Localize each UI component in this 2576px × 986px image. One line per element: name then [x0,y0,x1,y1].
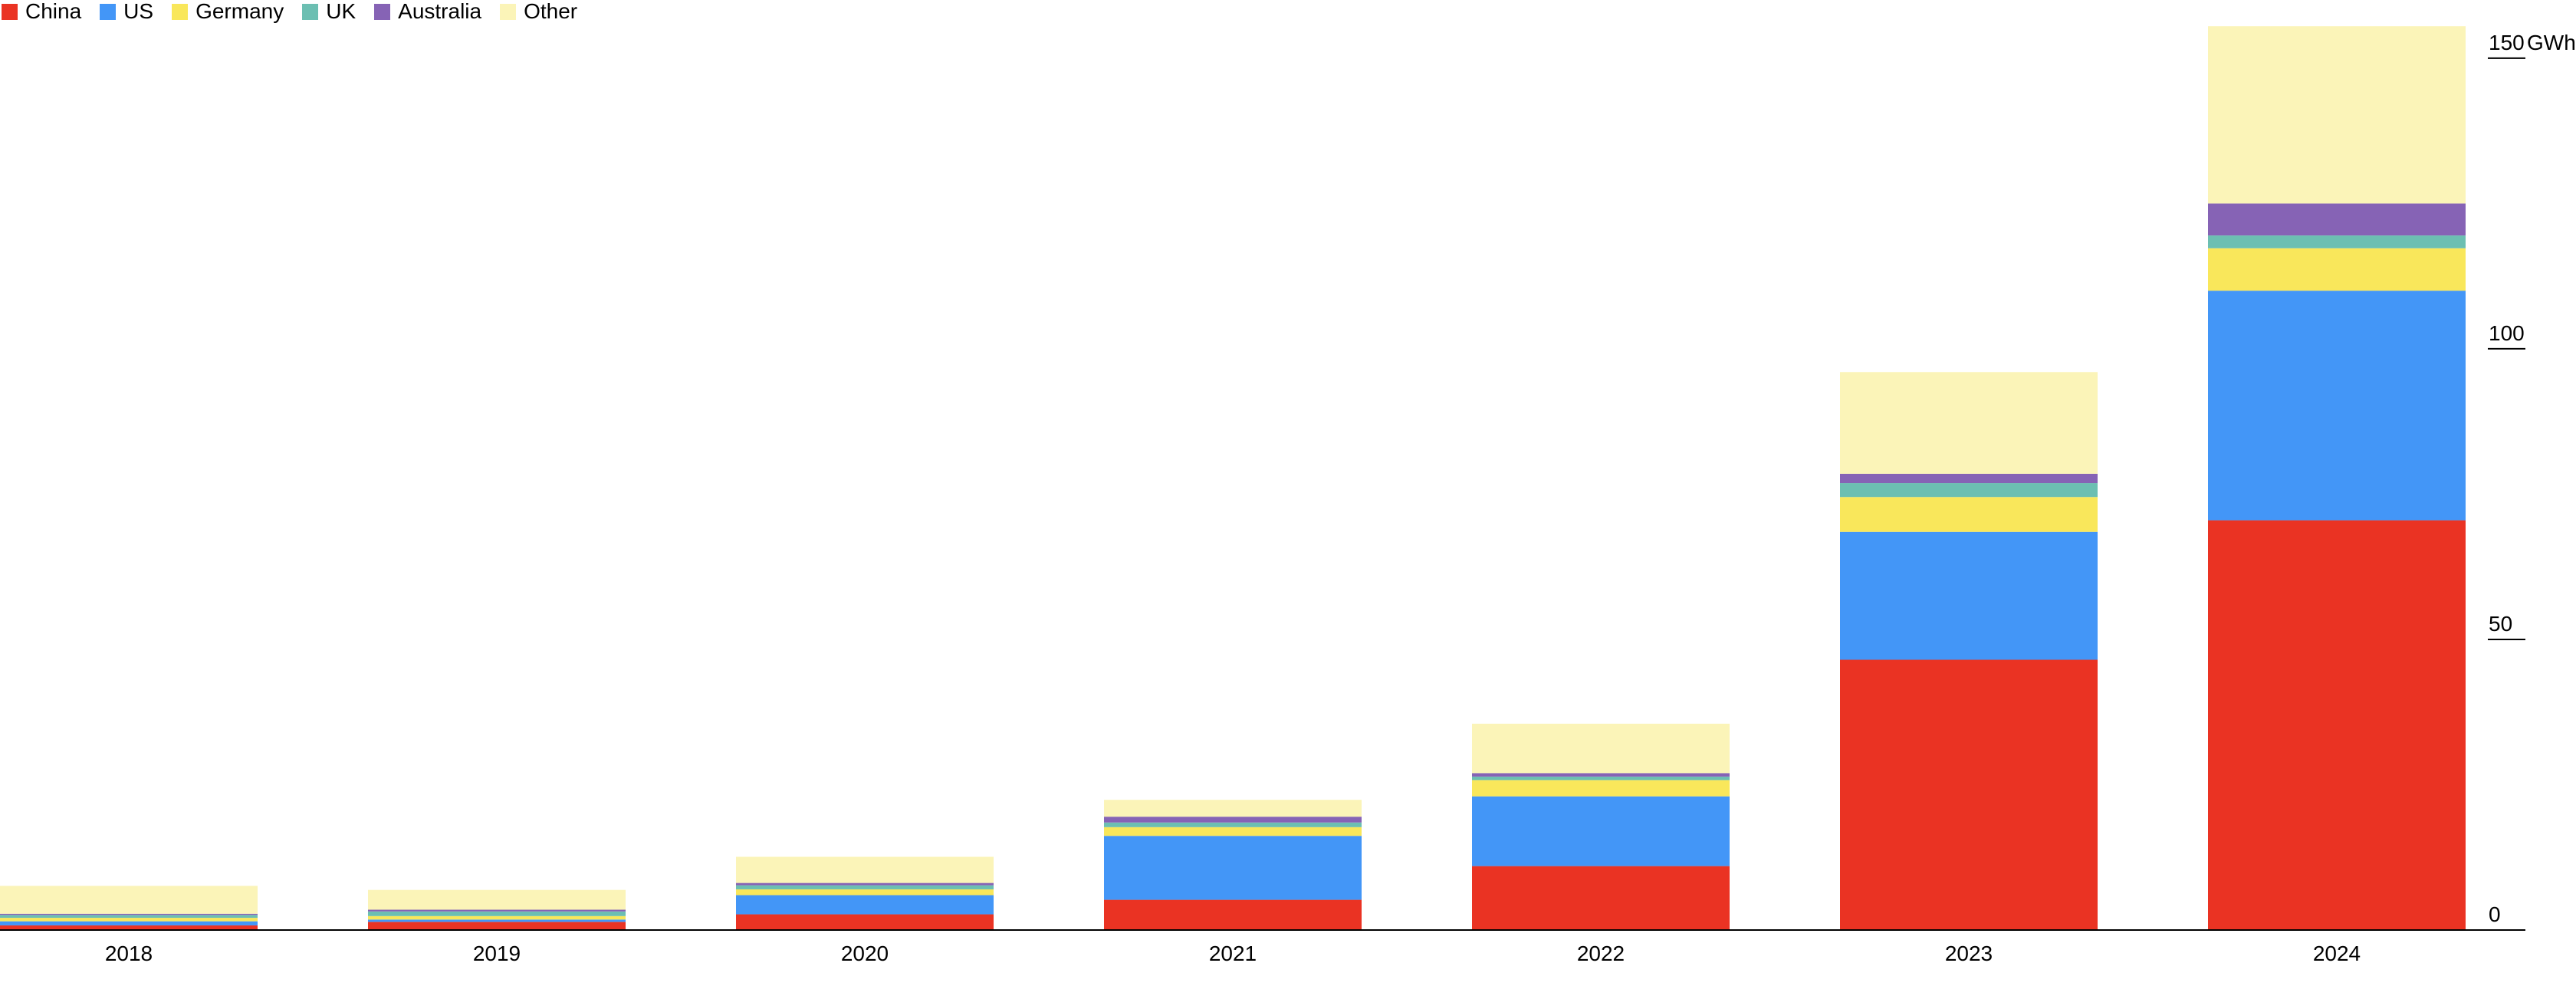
bar-stack-2022 [1472,723,1730,930]
bar-australia-2023 [1840,473,2098,484]
bar-germany-2022 [1472,780,1730,797]
legend-label-uk: UK [326,0,356,23]
legend-label-australia: Australia [398,0,482,23]
bar-germany-2024 [2208,248,2466,291]
legend-item-us: US [100,0,153,23]
bar-other-2018 [0,886,258,914]
bar-stack-2018 [0,886,258,930]
bar-germany-2021 [1104,827,1362,836]
legend-swatch-other [500,3,517,20]
bar-stack-2024 [2208,26,2466,930]
bar-china-2021 [1104,899,1362,930]
bar-other-2019 [368,889,626,910]
bars [0,26,2466,930]
bar-stack-2020 [736,856,994,930]
bar-china-2023 [1840,659,2098,930]
legend-swatch-china [2,3,18,20]
bar-other-2024 [2208,26,2466,204]
legend-swatch-uk [302,3,319,20]
y-axis-unit-label: GWh [2527,31,2576,54]
bar-stack-2019 [368,889,626,930]
x-tick-label-2021: 2021 [1209,942,1257,965]
x-tick-label-2018: 2018 [105,942,153,965]
legend-label-china: China [25,0,82,23]
bar-uk-2021 [1104,822,1362,827]
bar-us-2020 [736,895,994,915]
bar-germany-2019 [368,915,626,920]
bar-germany-2023 [1840,497,2098,532]
bar-us-2018 [0,921,258,925]
legend-label-other: Other [524,0,578,23]
legend-item-uk: UK [302,0,356,23]
bar-china-2020 [736,914,994,930]
bar-australia-2021 [1104,817,1362,823]
x-tick-label-2022: 2022 [1577,942,1625,965]
bar-china-2019 [368,922,626,930]
bar-us-2021 [1104,836,1362,900]
y-tick-label-150: 150 [2489,31,2525,54]
bar-us-2023 [1840,531,2098,660]
bar-australia-2022 [1472,773,1730,777]
bar-china-2022 [1472,866,1730,930]
bar-uk-2024 [2208,235,2466,248]
bar-other-2021 [1104,800,1362,817]
bar-germany-2018 [0,918,258,922]
bar-us-2019 [368,919,626,922]
bar-stack-2023 [1840,372,2098,930]
bar-uk-2018 [0,915,258,919]
legend-item-china: China [2,0,81,23]
y-tick-label-100: 100 [2489,321,2525,345]
bar-germany-2020 [736,889,994,896]
legend-item-australia: Australia [374,0,481,23]
legend-label-us: US [123,0,154,23]
bar-stack-2021 [1104,800,1362,930]
bar-china-2024 [2208,520,2466,930]
x-tick-label-2023: 2023 [1945,942,1993,965]
bar-other-2020 [736,856,994,883]
bar-australia-2024 [2208,203,2466,236]
bar-other-2023 [1840,372,2098,474]
bar-uk-2019 [368,911,626,916]
legend-item-germany: Germany [172,0,284,23]
bar-uk-2023 [1840,483,2098,498]
bar-us-2022 [1472,796,1730,866]
x-tick-label-2019: 2019 [473,942,521,965]
bar-australia-2019 [368,909,626,912]
bar-china-2018 [0,925,258,930]
legend-swatch-us [100,3,117,20]
bar-us-2024 [2208,291,2466,521]
legend-label-germany: Germany [196,0,284,23]
bar-australia-2018 [0,913,258,915]
y-tick-label-0: 0 [2489,902,2501,926]
bar-uk-2022 [1472,776,1730,781]
bar-uk-2020 [736,885,994,889]
x-tick-label-2020: 2020 [841,942,889,965]
legend-swatch-germany [172,3,189,20]
legend-item-other: Other [500,0,577,23]
legend-swatch-australia [374,3,391,20]
bar-other-2022 [1472,723,1730,774]
x-tick-label-2024: 2024 [2313,942,2361,965]
bar-australia-2020 [736,882,994,886]
y-tick-label-50: 50 [2489,612,2512,636]
legend: China US Germany UK Australia Other [2,0,596,23]
